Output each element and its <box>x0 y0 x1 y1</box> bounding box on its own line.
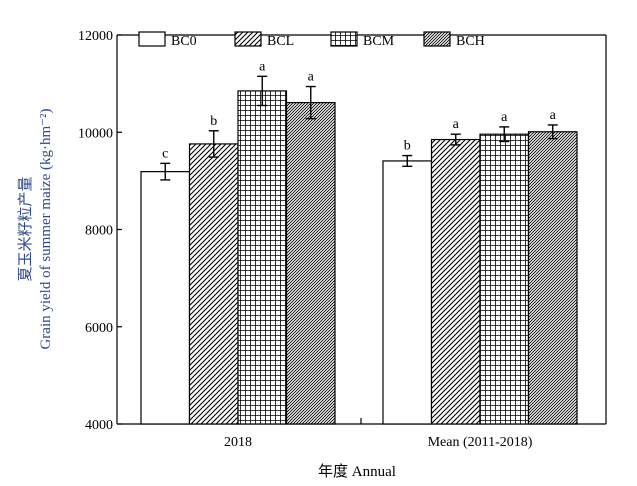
legend-swatch-bcl <box>234 31 262 47</box>
significance-letter: a <box>550 108 557 123</box>
legend-label-bc0: BC0 <box>171 34 197 49</box>
y-tick-label: 6000 <box>85 321 113 336</box>
bar-bcl <box>188 143 239 425</box>
legend-label-bcm: BCM <box>363 34 395 49</box>
bar-bch <box>285 101 336 425</box>
error-bars <box>160 75 558 181</box>
x-tick-label: 2018 <box>224 435 252 450</box>
significance-letter: c <box>162 146 168 161</box>
x-axis-label: 年度 Annual <box>318 463 396 480</box>
significance-letter: b <box>404 139 411 154</box>
legend-label-bcl: BCL <box>267 34 294 49</box>
legend-swatch-bcm <box>330 31 358 47</box>
bar-bcm <box>237 90 288 425</box>
legend-label-bch: BCH <box>456 34 485 49</box>
bar-bc0 <box>382 160 433 425</box>
bar-bcm <box>479 133 530 425</box>
bar-bcl <box>430 138 481 425</box>
bars <box>140 90 578 425</box>
legend: BC0 BCL BCM BCH <box>138 31 485 49</box>
significance-letter: a <box>308 70 315 85</box>
significance-letter: a <box>259 59 266 74</box>
y-tick-label: 12000 <box>78 29 113 44</box>
y-tick-label: 10000 <box>78 126 113 141</box>
bar-bc0 <box>140 171 191 425</box>
y-tick-label: 8000 <box>85 224 113 239</box>
x-tick-labels: 2018 Mean (2011-2018) <box>224 435 533 450</box>
y-ticks: 4000 6000 8000 10000 12000 <box>78 29 122 433</box>
y-axis-label-line-2: Grain yield of summer maize (kg·hm⁻²) <box>38 108 54 349</box>
legend-swatch-bch <box>423 31 451 47</box>
x-tick-label: Mean (2011-2018) <box>428 435 533 450</box>
bar-bch <box>527 131 578 425</box>
y-axis-label-line-1: 夏玉米籽粒产量 <box>17 176 34 281</box>
significance-letter: a <box>501 110 508 125</box>
y-tick-label: 4000 <box>85 418 113 433</box>
significance-letters: c b a a b a a a <box>162 59 557 161</box>
legend-swatch-bc0 <box>138 31 166 47</box>
y-axis-label: 夏玉米籽粒产量 Grain yield of summer maize (kg·… <box>17 108 54 349</box>
significance-letter: a <box>453 117 460 132</box>
significance-letter: b <box>210 114 217 129</box>
